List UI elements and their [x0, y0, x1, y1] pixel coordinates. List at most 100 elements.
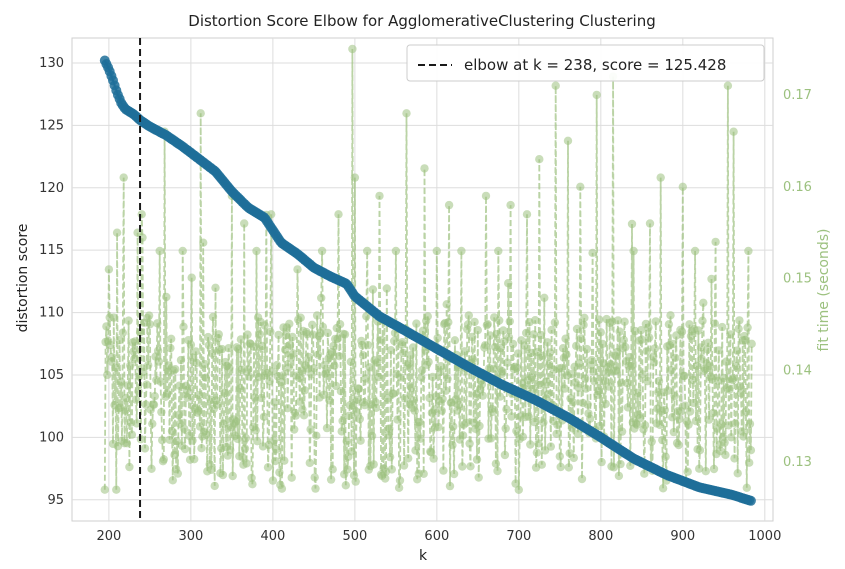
fit-time-point — [707, 274, 716, 284]
fit-time-point — [496, 343, 505, 353]
fit-time-point — [725, 385, 734, 394]
fit-time-point — [458, 431, 468, 440]
fit-time-point — [103, 370, 112, 380]
fit-time-point — [577, 474, 587, 484]
fit-time-point — [263, 463, 273, 472]
x-tick-label: 200 — [96, 529, 121, 544]
fit-time-point — [462, 418, 471, 427]
fit-time-point — [179, 322, 188, 331]
fit-time-point — [495, 392, 505, 401]
fit-time-point — [165, 435, 174, 444]
fit-time-point — [348, 44, 357, 54]
fit-time-point — [417, 366, 427, 375]
fit-time-point — [529, 330, 538, 339]
distortion-score-point — [745, 495, 756, 506]
fit-time-point — [636, 414, 645, 423]
fit-time-point — [308, 320, 317, 329]
fit-time-point — [111, 363, 120, 372]
fit-time-point — [522, 210, 532, 219]
fit-time-point — [722, 357, 731, 366]
fit-time-point — [613, 316, 623, 325]
fit-time-point — [734, 324, 743, 333]
fit-time-point — [295, 397, 305, 406]
fit-time-point — [362, 312, 371, 321]
fit-time-point — [467, 332, 477, 342]
fit-time-point — [306, 425, 315, 434]
fit-time-point — [530, 417, 539, 427]
fit-time-point — [130, 354, 139, 364]
fit-time-point — [475, 421, 484, 431]
fit-time-point — [547, 325, 556, 335]
fit-time-point — [419, 469, 428, 478]
fit-time-point — [543, 338, 552, 347]
fit-time-point — [695, 464, 704, 473]
fit-time-point — [192, 358, 201, 368]
fit-time-point — [242, 459, 251, 468]
fit-time-point — [252, 246, 261, 256]
fit-time-point — [588, 248, 597, 258]
fit-time-point — [300, 386, 309, 395]
fit-time-point — [654, 388, 663, 397]
fit-time-point — [106, 340, 115, 350]
fit-time-point — [167, 426, 177, 436]
fit-time-point — [699, 298, 708, 307]
fit-time-point — [677, 327, 687, 336]
fit-time-point — [208, 312, 218, 322]
fit-time-point — [569, 453, 578, 463]
fit-time-point — [224, 344, 233, 353]
fit-time-point — [202, 430, 211, 440]
fit-time-point — [361, 374, 370, 383]
fit-time-point — [495, 316, 504, 325]
fit-time-point — [457, 246, 466, 256]
fit-time-point — [395, 476, 405, 485]
y-tick-label: 105 — [39, 368, 64, 383]
fit-time-point — [396, 373, 405, 382]
fit-time-point — [740, 335, 750, 345]
fit-time-point — [130, 337, 140, 346]
fit-time-point — [573, 429, 583, 439]
fit-time-point — [158, 436, 167, 445]
fit-time-point — [208, 349, 217, 358]
fit-time-point — [531, 316, 540, 325]
fit-time-point — [214, 330, 223, 339]
fit-time-point — [411, 446, 420, 455]
fit-time-point — [674, 440, 683, 450]
fit-time-point — [563, 136, 573, 145]
fit-time-point — [581, 374, 590, 383]
fit-time-point — [522, 328, 531, 338]
fit-time-point — [271, 456, 280, 466]
fit-time-point — [358, 340, 367, 350]
fit-time-point — [601, 399, 610, 409]
fit-time-point — [703, 345, 712, 354]
fit-time-point — [210, 481, 219, 491]
fit-time-point — [615, 327, 624, 336]
fit-time-point — [498, 367, 507, 376]
fit-time-point — [658, 435, 667, 445]
fit-time-point — [629, 246, 638, 256]
fit-time-point — [550, 318, 560, 327]
y-tick-label: 115 — [39, 243, 64, 258]
fit-time-point — [575, 359, 584, 368]
fit-time-point — [188, 436, 197, 445]
fit-time-point — [580, 313, 589, 322]
fit-time-point — [249, 342, 259, 351]
distortion-score-series — [99, 55, 756, 506]
y2-axis-label: fit time (seconds) — [816, 229, 832, 352]
fit-time-point — [430, 405, 439, 414]
fit-time-point — [650, 344, 660, 353]
fit-time-point — [104, 265, 114, 274]
fit-time-point — [423, 312, 432, 321]
fit-time-point — [504, 279, 513, 288]
fit-time-point — [410, 406, 419, 415]
fit-time-point — [678, 182, 687, 191]
fit-time-point — [187, 273, 196, 282]
fit-time-point — [503, 358, 512, 367]
fit-time-point — [710, 319, 719, 328]
fit-time-point — [567, 370, 576, 379]
fit-time-point — [540, 293, 549, 302]
fit-time-point — [727, 433, 736, 442]
fit-time-point — [231, 417, 241, 426]
fit-time-point — [118, 328, 128, 337]
fit-time-point — [125, 462, 134, 472]
